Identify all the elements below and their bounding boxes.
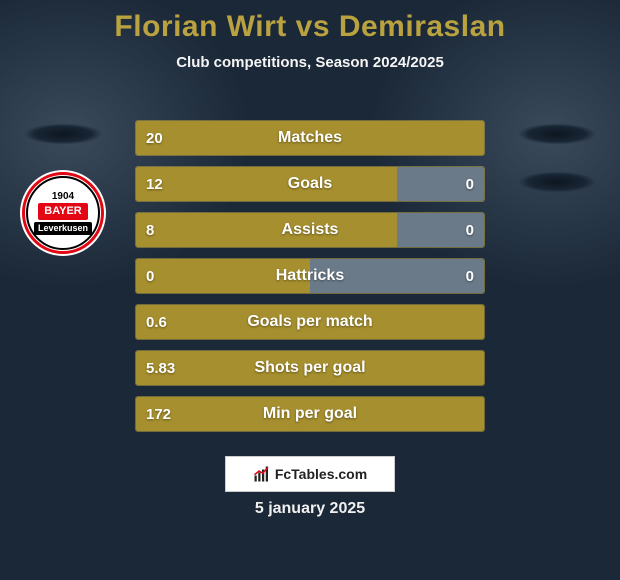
stat-row: Min per goal172 bbox=[135, 396, 485, 432]
stat-row: Matches20 bbox=[135, 120, 485, 156]
club-brand: BAYER bbox=[38, 203, 88, 220]
stat-bar-left bbox=[136, 397, 484, 431]
stat-bar-right bbox=[397, 167, 484, 201]
stat-row: Assists80 bbox=[135, 212, 485, 248]
stats-panel: Matches20 Goals120 Assists80 Hattricks00 Goa… bbox=[135, 120, 485, 442]
stat-bar-right bbox=[397, 213, 484, 247]
stat-row: Shots per goal5.83 bbox=[135, 350, 485, 386]
subtitle: Club competitions, Season 2024/2025 bbox=[0, 54, 620, 71]
stat-bar-left bbox=[136, 305, 484, 339]
club-city: Leverkusen bbox=[34, 222, 92, 235]
stat-bar-left bbox=[136, 121, 484, 155]
player-shadow bbox=[505, 168, 609, 196]
site-logo: FcTables.com bbox=[225, 456, 395, 492]
stat-bar-left bbox=[136, 259, 310, 293]
club-year: 1904 bbox=[52, 192, 74, 202]
stat-bar-left bbox=[136, 167, 397, 201]
chart-icon bbox=[253, 465, 271, 483]
left-player-col: 1904 BAYER Leverkusen bbox=[8, 120, 118, 256]
stat-bar-left bbox=[136, 213, 397, 247]
player-shadow bbox=[11, 120, 115, 148]
page-title: Florian Wirt vs Demiraslan bbox=[0, 0, 620, 44]
stat-row: Goals per match0.6 bbox=[135, 304, 485, 340]
stat-row: Hattricks00 bbox=[135, 258, 485, 294]
stat-bar-left bbox=[136, 351, 484, 385]
right-player-col bbox=[502, 120, 612, 218]
stat-row: Goals120 bbox=[135, 166, 485, 202]
player-shadow bbox=[505, 120, 609, 148]
site-logo-text: FcTables.com bbox=[275, 466, 367, 482]
stat-bar-right bbox=[310, 259, 484, 293]
club-badge-left: 1904 BAYER Leverkusen bbox=[20, 170, 106, 256]
date-label: 5 january 2025 bbox=[0, 500, 620, 518]
